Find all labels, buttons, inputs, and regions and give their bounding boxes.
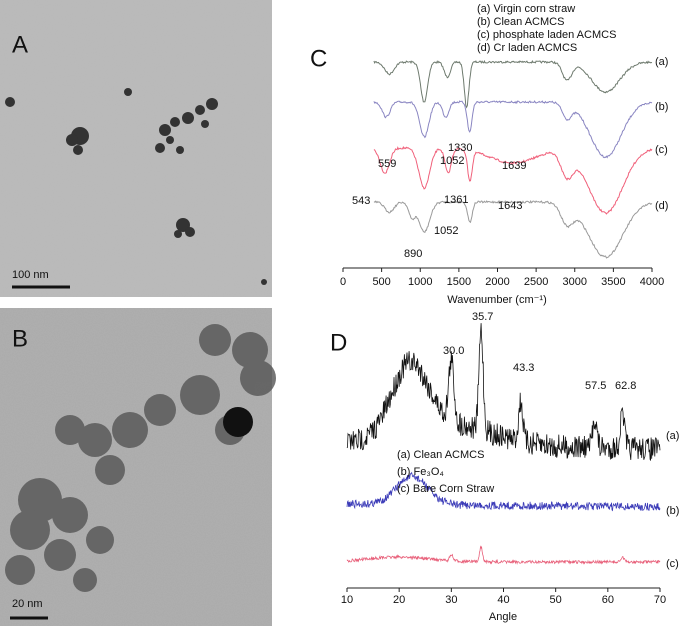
legend-entry: (a) Clean ACMCS xyxy=(397,449,484,461)
x-tick-label: 500 xyxy=(372,276,390,288)
peak-label: 1052 xyxy=(440,155,464,167)
peak-label: 62.8 xyxy=(615,380,636,392)
xrd-curve xyxy=(346,471,661,512)
panel-label: B xyxy=(12,325,28,352)
curve-label: (b) xyxy=(666,505,679,517)
x-tick-label: 3500 xyxy=(601,276,625,288)
x-axis-label: Wavenumber (cm⁻¹) xyxy=(447,294,547,306)
panel-label: C xyxy=(310,45,327,72)
curve-label: (c) xyxy=(666,558,679,570)
scale-bar-label: 20 nm xyxy=(12,598,43,610)
curve-label: (b) xyxy=(655,101,668,113)
xrd-curve xyxy=(346,323,661,462)
peak-label: 43.3 xyxy=(513,362,534,374)
curve-label: (c) xyxy=(655,144,668,156)
spectrum-curve xyxy=(373,100,653,159)
x-tick-label: 70 xyxy=(654,594,666,606)
tem-image-b xyxy=(0,308,276,626)
peak-label: 30.0 xyxy=(443,345,464,357)
spectrum-curve xyxy=(373,145,653,215)
x-tick-label: 50 xyxy=(550,594,562,606)
peak-label: 1639 xyxy=(502,160,526,172)
panel-label: D xyxy=(330,329,347,356)
legend-entry: (c) Bare Corn Straw xyxy=(397,483,494,495)
x-tick-label: 60 xyxy=(602,594,614,606)
peak-label: 57.5 xyxy=(585,380,606,392)
x-tick-label: 3000 xyxy=(563,276,587,288)
x-tick-label: 20 xyxy=(393,594,405,606)
legend-entry: (d) Cr laden ACMCS xyxy=(477,42,577,54)
scale-bar-label: 100 nm xyxy=(12,269,49,281)
x-tick-label: 1500 xyxy=(447,276,471,288)
peak-label: 890 xyxy=(404,248,422,260)
peak-label: 559 xyxy=(378,158,396,170)
panel-label: A xyxy=(12,31,28,58)
spectrum-curve xyxy=(373,199,653,259)
peak-label: 1643 xyxy=(498,200,522,212)
x-axis-label: Angle xyxy=(489,611,517,623)
peak-label: 1330 xyxy=(448,142,472,154)
x-tick-label: 40 xyxy=(497,594,509,606)
peak-label: 1361 xyxy=(444,194,468,206)
x-tick-label: 2500 xyxy=(524,276,548,288)
x-tick-label: 0 xyxy=(340,276,346,288)
peak-label: 1052 xyxy=(434,225,458,237)
legend-entry: (c) phosphate laden ACMCS xyxy=(477,29,616,41)
xrd-curve xyxy=(346,545,661,565)
tem-image-a xyxy=(0,0,272,297)
curve-label: (a) xyxy=(655,56,668,68)
legend-entry: (a) Virgin corn straw xyxy=(477,3,575,15)
x-tick-label: 10 xyxy=(341,594,353,606)
peak-label: 543 xyxy=(352,195,370,207)
legend-entry: (b) Clean ACMCS xyxy=(477,16,564,28)
x-tick-label: 4000 xyxy=(640,276,664,288)
peak-label: 35.7 xyxy=(472,311,493,323)
x-tick-label: 1000 xyxy=(408,276,432,288)
x-tick-label: 2000 xyxy=(485,276,509,288)
x-tick-label: 30 xyxy=(445,594,457,606)
spectrum-curve xyxy=(373,59,653,109)
legend-entry: (b) Fe₃O₄ xyxy=(397,466,444,478)
curve-label: (d) xyxy=(655,200,668,212)
curve-label: (a) xyxy=(666,430,679,442)
